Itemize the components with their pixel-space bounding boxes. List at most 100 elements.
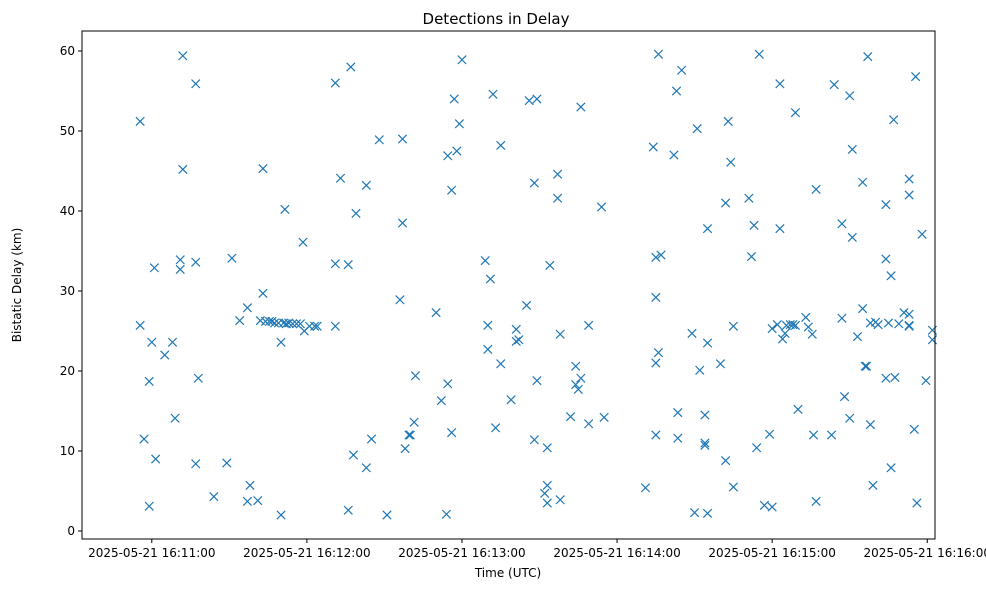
data-point bbox=[545, 260, 555, 271]
data-point bbox=[483, 344, 493, 355]
data-point bbox=[260, 316, 271, 327]
data-point bbox=[904, 174, 914, 184]
data-point bbox=[860, 361, 870, 371]
data-point bbox=[555, 329, 565, 339]
x-tick-label: 2025-05-21 16:11:00 bbox=[88, 546, 215, 560]
data-point bbox=[449, 94, 459, 104]
y-tick-label: 30 bbox=[60, 284, 75, 298]
data-point bbox=[160, 350, 170, 360]
data-point bbox=[135, 116, 145, 127]
data-point bbox=[540, 488, 550, 499]
data-point bbox=[511, 336, 521, 347]
data-point bbox=[653, 347, 664, 358]
data-point bbox=[524, 95, 534, 106]
data-point bbox=[829, 79, 839, 90]
data-point bbox=[857, 177, 868, 187]
data-point bbox=[721, 455, 731, 466]
data-point bbox=[295, 319, 306, 329]
data-point bbox=[253, 495, 263, 506]
data-point bbox=[651, 358, 661, 368]
data-point bbox=[886, 271, 896, 281]
data-point bbox=[702, 508, 713, 519]
data-point bbox=[542, 480, 552, 491]
y-tick-label: 40 bbox=[60, 204, 75, 218]
data-point bbox=[863, 51, 873, 62]
data-point bbox=[409, 417, 419, 427]
data-point bbox=[175, 255, 185, 265]
data-point bbox=[728, 321, 739, 331]
data-point bbox=[894, 319, 904, 329]
data-point bbox=[506, 395, 516, 405]
plot-frame bbox=[81, 30, 936, 540]
data-point bbox=[777, 334, 788, 344]
x-axis-ticks: 2025-05-21 16:11:00 2025-05-21 16:12:00 20… bbox=[88, 539, 986, 560]
data-point bbox=[397, 218, 408, 228]
data-point bbox=[532, 94, 542, 104]
data-point bbox=[361, 463, 371, 473]
data-point bbox=[400, 443, 410, 454]
data-point bbox=[910, 71, 921, 82]
data-point bbox=[242, 496, 253, 507]
y-axis-label: Bistatic Delay (km) bbox=[10, 228, 24, 343]
data-points bbox=[135, 49, 938, 520]
data-point bbox=[139, 434, 149, 444]
data-point bbox=[640, 483, 651, 493]
data-point bbox=[410, 371, 421, 381]
data-point bbox=[291, 319, 302, 329]
data-point bbox=[346, 62, 356, 72]
y-tick-label: 50 bbox=[60, 124, 75, 138]
data-point bbox=[514, 335, 524, 345]
data-point bbox=[147, 337, 157, 347]
data-point bbox=[754, 49, 764, 59]
data-point bbox=[335, 173, 346, 183]
data-point bbox=[330, 78, 340, 88]
data-point bbox=[310, 321, 320, 331]
data-point bbox=[677, 65, 687, 75]
data-point bbox=[917, 229, 927, 239]
data-point bbox=[752, 443, 762, 453]
data-point bbox=[790, 107, 801, 118]
data-point bbox=[767, 323, 777, 334]
data-point bbox=[351, 208, 361, 219]
x-tick-label: 2025-05-21 16:15:00 bbox=[708, 546, 835, 560]
data-point bbox=[700, 410, 710, 420]
data-point bbox=[178, 51, 188, 61]
data-point bbox=[692, 123, 702, 134]
data-point bbox=[361, 180, 371, 191]
data-point bbox=[921, 375, 931, 386]
data-point bbox=[904, 190, 914, 200]
data-point bbox=[775, 79, 785, 89]
data-point bbox=[488, 89, 498, 99]
data-point bbox=[366, 434, 377, 444]
data-point bbox=[726, 157, 736, 167]
data-point bbox=[889, 115, 899, 125]
data-point bbox=[483, 320, 493, 331]
data-point bbox=[552, 169, 563, 179]
data-point bbox=[343, 259, 353, 270]
data-point bbox=[845, 91, 855, 101]
data-point bbox=[191, 257, 201, 267]
data-point bbox=[443, 379, 453, 389]
data-point bbox=[485, 274, 496, 284]
y-tick-label: 20 bbox=[60, 364, 75, 378]
data-point bbox=[382, 510, 392, 520]
data-point bbox=[845, 413, 855, 423]
y-tick-label: 60 bbox=[60, 44, 75, 58]
data-point bbox=[542, 498, 552, 508]
data-point bbox=[837, 219, 847, 229]
data-point bbox=[405, 430, 415, 440]
data-point bbox=[702, 338, 713, 348]
data-point bbox=[144, 376, 154, 387]
data-point bbox=[447, 427, 457, 438]
data-point bbox=[576, 373, 586, 383]
data-point bbox=[648, 142, 658, 152]
y-tick-label: 0 bbox=[67, 524, 75, 538]
data-point bbox=[852, 331, 863, 342]
data-point bbox=[801, 312, 811, 323]
data-point bbox=[881, 254, 891, 264]
data-point bbox=[599, 412, 609, 423]
data-point bbox=[715, 359, 726, 369]
data-point bbox=[656, 250, 666, 260]
data-point bbox=[431, 307, 441, 318]
data-point bbox=[490, 423, 501, 433]
